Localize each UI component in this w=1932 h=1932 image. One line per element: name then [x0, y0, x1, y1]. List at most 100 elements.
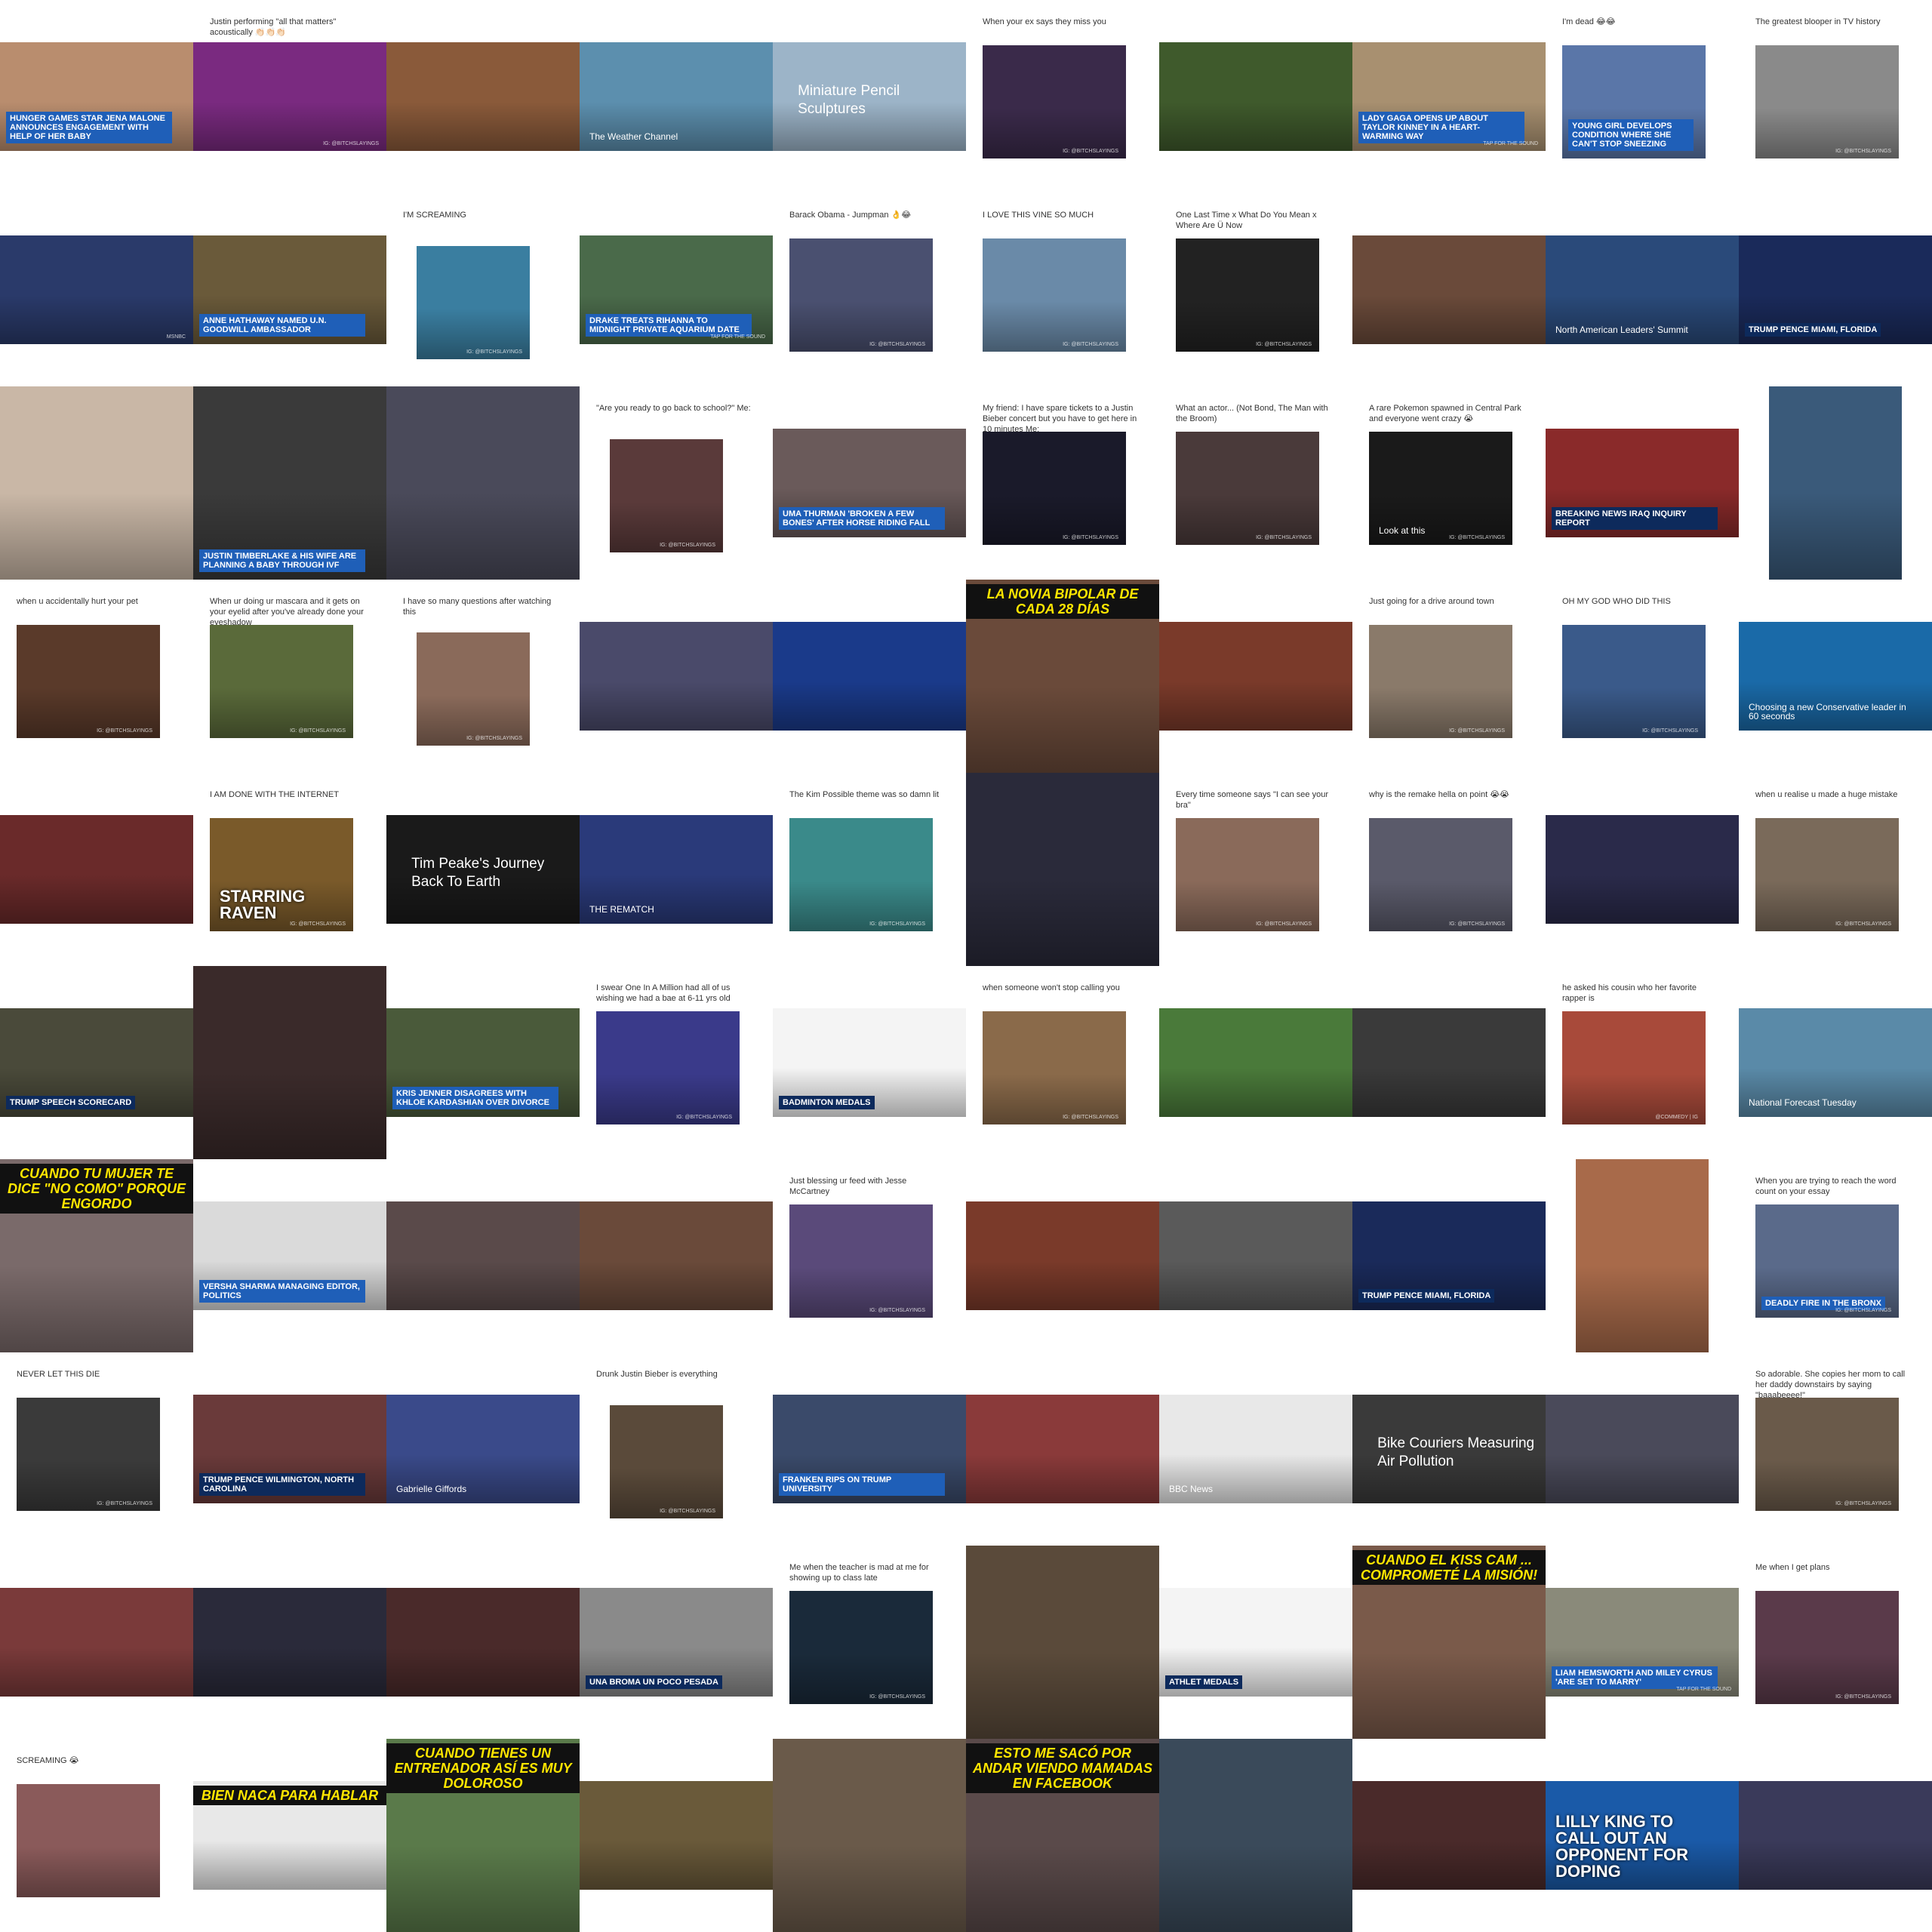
video-frame[interactable]: Bike Couriers Measuring Air Pollution	[1352, 1395, 1546, 1503]
video-frame[interactable]: IG: @BITCHSLAYINGS	[17, 625, 160, 738]
thumbnail-tile[interactable]: OH MY GOD WHO DID THIS IG: @BITCHSLAYINGS	[1546, 580, 1739, 773]
thumbnail-tile[interactable]	[580, 580, 773, 773]
video-frame[interactable]	[1546, 815, 1739, 924]
video-frame[interactable]: North American Leaders' Summit	[1546, 235, 1739, 344]
thumbnail-tile[interactable]	[773, 580, 966, 773]
video-frame[interactable]: IG: @BITCHSLAYINGS	[210, 625, 353, 738]
video-frame[interactable]	[386, 1201, 580, 1310]
video-frame[interactable]: IG: @BITCHSLAYINGS	[789, 818, 933, 931]
video-frame[interactable]: IG: @BITCHSLAYINGS	[1176, 238, 1319, 352]
video-frame[interactable]	[1576, 1159, 1709, 1352]
thumbnail-tile[interactable]: Bike Couriers Measuring Air Pollution	[1352, 1352, 1546, 1546]
thumbnail-tile[interactable]: Me when the teacher is mad at me for sho…	[773, 1546, 966, 1739]
thumbnail-tile[interactable]	[0, 1546, 193, 1739]
video-frame[interactable]	[386, 42, 580, 151]
thumbnail-tile[interactable]: Just blessing ur feed with Jesse McCartn…	[773, 1159, 966, 1352]
thumbnail-tile[interactable]: Una broma un poco pesada	[580, 1546, 773, 1739]
video-frame[interactable]: Franken rips on Trump University	[773, 1395, 966, 1503]
video-frame[interactable]	[1546, 1395, 1739, 1503]
video-frame[interactable]: Bien naca para hablar	[193, 1781, 386, 1890]
video-frame[interactable]	[966, 1201, 1159, 1310]
video-frame[interactable]	[0, 386, 193, 580]
thumbnail-tile[interactable]: A rare Pokemon spawned in Central Park a…	[1352, 386, 1546, 580]
video-frame[interactable]: TRUMP PENCE Wilmington, North Carolina	[193, 1395, 386, 1503]
video-frame[interactable]: IG: @BITCHSLAYINGS	[983, 432, 1126, 545]
video-frame[interactable]: THE REMATCH	[580, 815, 773, 924]
thumbnail-tile[interactable]: Justin performing "all that matters" aco…	[193, 0, 386, 193]
thumbnail-tile[interactable]: I AM DONE WITH THE INTERNET starring rave…	[193, 773, 386, 966]
video-frame[interactable]: Choosing a new Conservative leader in 60…	[1739, 622, 1932, 731]
video-frame[interactable]: TRUMP PENCE Miami, Florida	[1352, 1201, 1546, 1310]
video-frame[interactable]: IG: @BITCHSLAYINGS	[610, 439, 723, 552]
video-frame[interactable]: IG: @BITCHSLAYINGS	[417, 632, 530, 746]
thumbnail-tile[interactable]: SCREAMING 😭	[0, 1739, 193, 1932]
thumbnail-tile[interactable]: Trump speech scorecard	[0, 966, 193, 1159]
thumbnail-tile[interactable]	[966, 1352, 1159, 1546]
thumbnail-tile[interactable]	[0, 773, 193, 966]
video-frame[interactable]	[17, 1784, 160, 1897]
thumbnail-tile[interactable]: My friend: I have spare tickets to a Jus…	[966, 386, 1159, 580]
video-frame[interactable]: Tim Peake's Journey Back To Earth	[386, 815, 580, 924]
thumbnail-tile[interactable]	[1352, 966, 1546, 1159]
video-frame[interactable]: IG: @BITCHSLAYINGS	[1176, 818, 1319, 931]
thumbnail-tile[interactable]: What an actor... (Not Bond, The Man with…	[1159, 386, 1352, 580]
thumbnail-tile[interactable]: when someone won't stop calling you IG: @…	[966, 966, 1159, 1159]
video-frame[interactable]: Esto me sacó por andar viendo mamadas en…	[966, 1739, 1159, 1932]
thumbnail-tile[interactable]: I LOVE THIS VINE SO MUCH IG: @BITCHSLAYIN…	[966, 193, 1159, 386]
video-frame[interactable]	[966, 1395, 1159, 1503]
thumbnail-tile[interactable]: Lilly King to call out an opponent for d…	[1546, 1739, 1739, 1932]
thumbnail-tile[interactable]: "Are you ready to go back to school?" Me…	[580, 386, 773, 580]
video-frame[interactable]: Liam Hemsworth and Miley Cyrus 'are set …	[1546, 1588, 1739, 1697]
video-frame[interactable]	[1352, 1781, 1546, 1890]
video-frame[interactable]	[1159, 1008, 1352, 1117]
video-frame[interactable]: IG: @BITCHSLAYINGS	[610, 1405, 723, 1518]
thumbnail-tile[interactable]: Athlet Medals	[1159, 1546, 1352, 1739]
video-frame[interactable]: Una broma un poco pesada	[580, 1588, 773, 1697]
video-frame[interactable]: IG: @BITCHSLAYINGS	[193, 42, 386, 151]
video-frame[interactable]	[1769, 386, 1902, 580]
thumbnail-tile[interactable]	[386, 0, 580, 193]
video-frame[interactable]	[0, 815, 193, 924]
thumbnail-tile[interactable]: Every time someone says "I can see your …	[1159, 773, 1352, 966]
video-frame[interactable]: Miniature Pencil Sculptures	[773, 42, 966, 151]
thumbnail-tile[interactable]: One Last Time x What Do You Mean x Where…	[1159, 193, 1352, 386]
thumbnail-tile[interactable]	[1739, 1739, 1932, 1932]
thumbnail-tile[interactable]: Breaking News Iraq Inquiry Report	[1546, 386, 1739, 580]
video-frame[interactable]: Anne Hathaway named U.N. Goodwill Ambass…	[193, 235, 386, 344]
thumbnail-tile[interactable]	[1159, 966, 1352, 1159]
thumbnail-tile[interactable]	[1352, 193, 1546, 386]
thumbnail-tile[interactable]	[1546, 773, 1739, 966]
video-frame[interactable]: IG: @BITCHSLAYINGS	[596, 1011, 740, 1124]
video-frame[interactable]	[1159, 1739, 1352, 1932]
video-frame[interactable]: La novia bipolar de cada 28 días	[966, 580, 1159, 773]
video-frame[interactable]: Gabrielle Giffords	[386, 1395, 580, 1503]
thumbnail-tile[interactable]: when u realise u made a huge mistake IG: …	[1739, 773, 1932, 966]
thumbnail-tile[interactable]: I'M SCREAMING IG: @BITCHSLAYINGS	[386, 193, 580, 386]
thumbnail-tile[interactable]: Kris Jenner disagrees with Khloe Kardash…	[386, 966, 580, 1159]
video-frame[interactable]: IG: @BITCHSLAYINGS	[789, 1591, 933, 1704]
thumbnail-tile[interactable]: I'm dead 😂😂 Young girl develops condition…	[1546, 0, 1739, 193]
video-frame[interactable]: Lilly King to call out an opponent for d…	[1546, 1781, 1739, 1890]
thumbnail-tile[interactable]: So adorable. She copies her mom to call …	[1739, 1352, 1932, 1546]
video-frame[interactable]	[193, 966, 386, 1159]
thumbnail-tile[interactable]: TRUMP PENCE Wilmington, North Carolina	[193, 1352, 386, 1546]
thumbnail-tile[interactable]	[773, 1739, 966, 1932]
thumbnail-tile[interactable]: Versha Sharma Managing Editor, Politics	[193, 1159, 386, 1352]
thumbnail-tile[interactable]: Uma Thurman 'broken a few bones' after h…	[773, 386, 966, 580]
thumbnail-tile[interactable]	[386, 1159, 580, 1352]
video-frame[interactable]: Breaking News Iraq Inquiry Report	[1546, 429, 1739, 537]
video-frame[interactable]: Drake treats Rihanna to midnight private…	[580, 235, 773, 344]
thumbnail-tile[interactable]	[580, 1159, 773, 1352]
thumbnail-tile[interactable]: Drunk Justin Bieber is everything IG: @BI…	[580, 1352, 773, 1546]
video-frame[interactable]: IG: @BITCHSLAYINGS	[1755, 45, 1899, 158]
thumbnail-tile[interactable]: why is the remake hella on point 😭😭 IG: @…	[1352, 773, 1546, 966]
video-frame[interactable]: Cuando tienes un entrenador así es muy d…	[386, 1739, 580, 1932]
thumbnail-tile[interactable]: TRUMP PENCE Miami, Florida	[1352, 1159, 1546, 1352]
video-frame[interactable]: Look at this IG: @BITCHSLAYINGS	[1369, 432, 1512, 545]
thumbnail-tile[interactable]: When your ex says they miss you IG: @BITC…	[966, 0, 1159, 193]
video-frame[interactable]	[1352, 235, 1546, 344]
thumbnail-tile[interactable]: Hunger Games star Jena Malone announces …	[0, 0, 193, 193]
thumbnail-tile[interactable]	[193, 966, 386, 1159]
thumbnail-tile[interactable]: The greatest blooper in TV history IG: @B…	[1739, 0, 1932, 193]
video-frame[interactable]: IG: @BITCHSLAYINGS	[983, 238, 1126, 352]
